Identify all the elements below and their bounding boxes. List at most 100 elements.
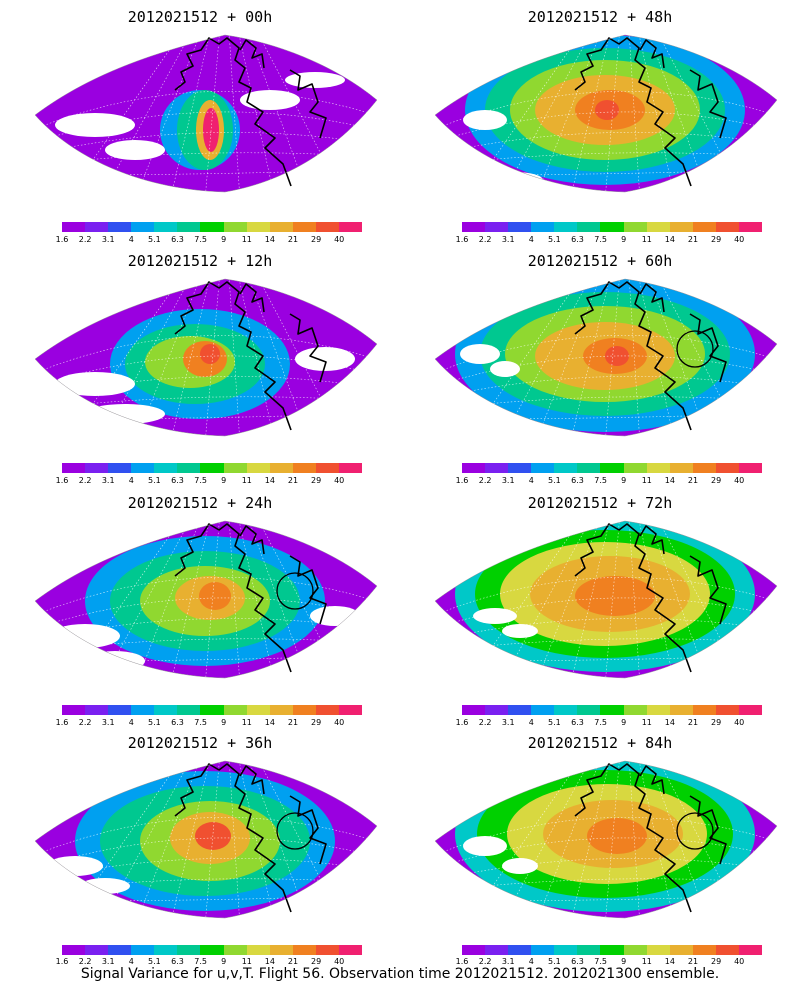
colorbar-swatch — [223, 222, 247, 232]
colorbar-swatch — [485, 222, 509, 232]
colorbar-tick-label: 5.1 — [148, 957, 161, 966]
colorbar-swatch — [338, 463, 363, 473]
colorbar-tick-label: 40 — [734, 476, 745, 485]
colorbar-swatch — [692, 222, 716, 232]
colorbar-swatch — [338, 945, 363, 955]
colorbar-tick-label: 5.1 — [148, 235, 161, 244]
colorbar-swatch — [485, 463, 509, 473]
colorbar-tick-label: 1.6 — [455, 957, 469, 966]
variance-field — [35, 279, 377, 436]
map-border — [34, 520, 378, 679]
colorbar-swatch — [600, 222, 624, 232]
colorbar-tick-label: 21 — [687, 235, 699, 244]
colorbar-swatch — [85, 945, 109, 955]
colorbar-swatch — [246, 705, 270, 715]
colorbar-tick-label: 14 — [264, 718, 275, 727]
colorbar-swatch — [315, 705, 339, 715]
panel-title-36h: 2012021512 + 36h — [127, 734, 273, 752]
colorbar-tick-label: 7.5 — [594, 235, 607, 244]
colorbar-tick-label: 2.2 — [78, 235, 92, 244]
colorbar-tick-label: 11 — [641, 476, 652, 485]
colorbar-tick-label: 1.6 — [455, 476, 469, 485]
colorbar-tick-label: 11 — [641, 957, 652, 966]
colorbar-swatch — [223, 463, 247, 473]
colorbar-tick-label: 3.1 — [101, 235, 115, 244]
colorbar-tick-label: 29 — [711, 957, 722, 966]
colorbar-swatch — [715, 945, 739, 955]
colorbar-tick-label: 21 — [287, 718, 299, 727]
variance-field — [35, 761, 377, 918]
colorbar-tick-label: 11 — [241, 718, 252, 727]
colorbar-tick-label: 40 — [334, 476, 345, 485]
colorbar-swatch — [200, 463, 224, 473]
colorbar-swatch — [223, 945, 247, 955]
colorbar-swatch — [692, 945, 716, 955]
colorbar-swatch — [646, 945, 670, 955]
colorbar-swatch — [577, 463, 601, 473]
colorbar-tick-label: 9 — [621, 718, 627, 727]
map-border — [34, 34, 378, 193]
colorbar-swatch — [462, 705, 486, 715]
coastline — [174, 523, 327, 673]
map-border — [434, 760, 778, 919]
colorbar-tick-label: 29 — [311, 476, 322, 485]
colorbar-swatch — [177, 945, 201, 955]
colorbar-swatch — [577, 222, 601, 232]
colorbar-swatch — [177, 705, 201, 715]
colorbar-swatch — [462, 222, 486, 232]
colorbar-tick-label: 7.5 — [594, 476, 607, 485]
colorbar-swatch — [531, 705, 555, 715]
colorbar-tick-label: 5.1 — [548, 718, 561, 727]
variance-field — [435, 521, 777, 678]
colorbar-swatch — [108, 945, 132, 955]
colorbar-tick-label: 21 — [287, 957, 299, 966]
colorbar-tick-label: 3.1 — [501, 476, 515, 485]
colorbar-tick-label: 40 — [734, 235, 745, 244]
colorbar-labels-36h: 1.6 2.2 3.1 4 5.1 6.3 7.5 9 11 14 21 29 40 — [52, 957, 372, 967]
colorbar-swatch — [154, 463, 178, 473]
colorbar-swatch — [738, 705, 763, 715]
colorbar-swatch — [554, 222, 578, 232]
colorbar-tick-label: 29 — [311, 718, 322, 727]
colorbar-swatch — [508, 222, 532, 232]
colorbar-tick-label: 4 — [528, 718, 534, 727]
colorbar-swatch — [154, 945, 178, 955]
colorbar-tick-label: 29 — [711, 718, 722, 727]
colorbar-tick-label: 2.2 — [478, 957, 492, 966]
flight-track-circle — [276, 812, 314, 850]
colorbar-tick-label: 2.2 — [78, 476, 92, 485]
colorbar-tick-label: 7.5 — [194, 718, 207, 727]
map-72h — [434, 520, 778, 679]
panel-title-84h: 2012021512 + 84h — [527, 734, 673, 752]
colorbar-swatch — [531, 463, 555, 473]
coastline — [174, 763, 327, 913]
colorbar-tick-label: 3.1 — [501, 957, 515, 966]
variance-field — [435, 35, 777, 192]
colorbar-tick-label: 9 — [221, 476, 227, 485]
colorbar-swatch — [62, 463, 86, 473]
colorbar-swatch — [177, 222, 201, 232]
colorbar-tick-label: 29 — [711, 476, 722, 485]
colorbar-labels-12h: 1.6 2.2 3.1 4 5.1 6.3 7.5 9 11 14 21 29 40 — [52, 476, 372, 486]
colorbar-tick-label: 4 — [528, 957, 534, 966]
colorbar-swatch — [62, 705, 86, 715]
colorbar-tick-label: 7.5 — [594, 957, 607, 966]
colorbar-tick-label: 6.3 — [571, 476, 584, 485]
colorbar-swatch — [292, 463, 316, 473]
colorbar-tick-label: 6.3 — [171, 957, 184, 966]
colorbar-swatch — [200, 705, 224, 715]
colorbar-tick-label: 29 — [711, 235, 722, 244]
colorbar-labels-00h: 1.6 2.2 3.1 4 5.1 6.3 7.5 9 11 14 21 29 40 — [52, 235, 372, 245]
colorbar-tick-label: 3.1 — [501, 235, 515, 244]
colorbar-tick-label: 6.3 — [171, 718, 184, 727]
colorbar-tick-label: 40 — [334, 718, 345, 727]
colorbar-00h — [62, 222, 363, 232]
colorbar-swatch — [715, 463, 739, 473]
colorbar-tick-label: 21 — [287, 476, 299, 485]
map-border — [434, 34, 778, 193]
flight-track-circle — [276, 572, 314, 610]
colorbar-tick-label: 21 — [687, 718, 699, 727]
colorbar-swatch — [292, 222, 316, 232]
colorbar-tick-label: 9 — [621, 957, 627, 966]
flight-track-circle — [676, 812, 714, 850]
